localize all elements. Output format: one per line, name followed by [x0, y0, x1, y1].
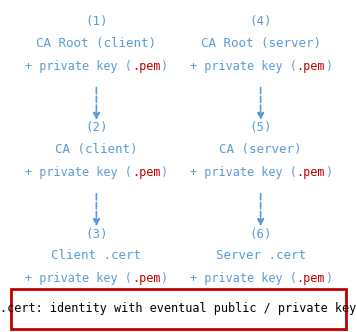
Text: ): ): [325, 166, 332, 179]
Text: Server .cert: Server .cert: [216, 249, 306, 262]
Text: CA Root (client): CA Root (client): [36, 37, 156, 50]
Text: (2): (2): [85, 121, 108, 134]
Text: .pem: .pem: [132, 166, 160, 179]
Text: + private key (: + private key (: [190, 60, 296, 73]
Text: (1): (1): [85, 15, 108, 28]
Text: + private key (: + private key (: [25, 166, 132, 179]
Text: CA (client): CA (client): [55, 143, 138, 156]
Text: .cert: identity with eventual public / private key: .cert: identity with eventual public / p…: [0, 302, 357, 315]
Text: + private key (: + private key (: [25, 60, 132, 73]
Text: ): ): [325, 272, 332, 286]
Text: .pem: .pem: [296, 60, 325, 73]
Text: ): ): [325, 60, 332, 73]
Text: + private key (: + private key (: [190, 272, 296, 286]
Text: (5): (5): [249, 121, 272, 134]
Text: .pem: .pem: [296, 272, 325, 286]
Text: + private key (: + private key (: [190, 166, 296, 179]
Text: + private key (: + private key (: [25, 272, 132, 286]
Text: ): ): [160, 166, 167, 179]
Text: .pem: .pem: [132, 272, 160, 286]
Text: .pem: .pem: [132, 60, 160, 73]
Text: CA (server): CA (server): [219, 143, 302, 156]
Text: (6): (6): [249, 227, 272, 241]
Text: CA Root (server): CA Root (server): [201, 37, 321, 50]
Text: .pem: .pem: [296, 166, 325, 179]
Text: ): ): [160, 272, 167, 286]
Text: ): ): [160, 60, 167, 73]
Text: Client .cert: Client .cert: [51, 249, 141, 262]
Text: (3): (3): [85, 227, 108, 241]
Text: (4): (4): [249, 15, 272, 28]
